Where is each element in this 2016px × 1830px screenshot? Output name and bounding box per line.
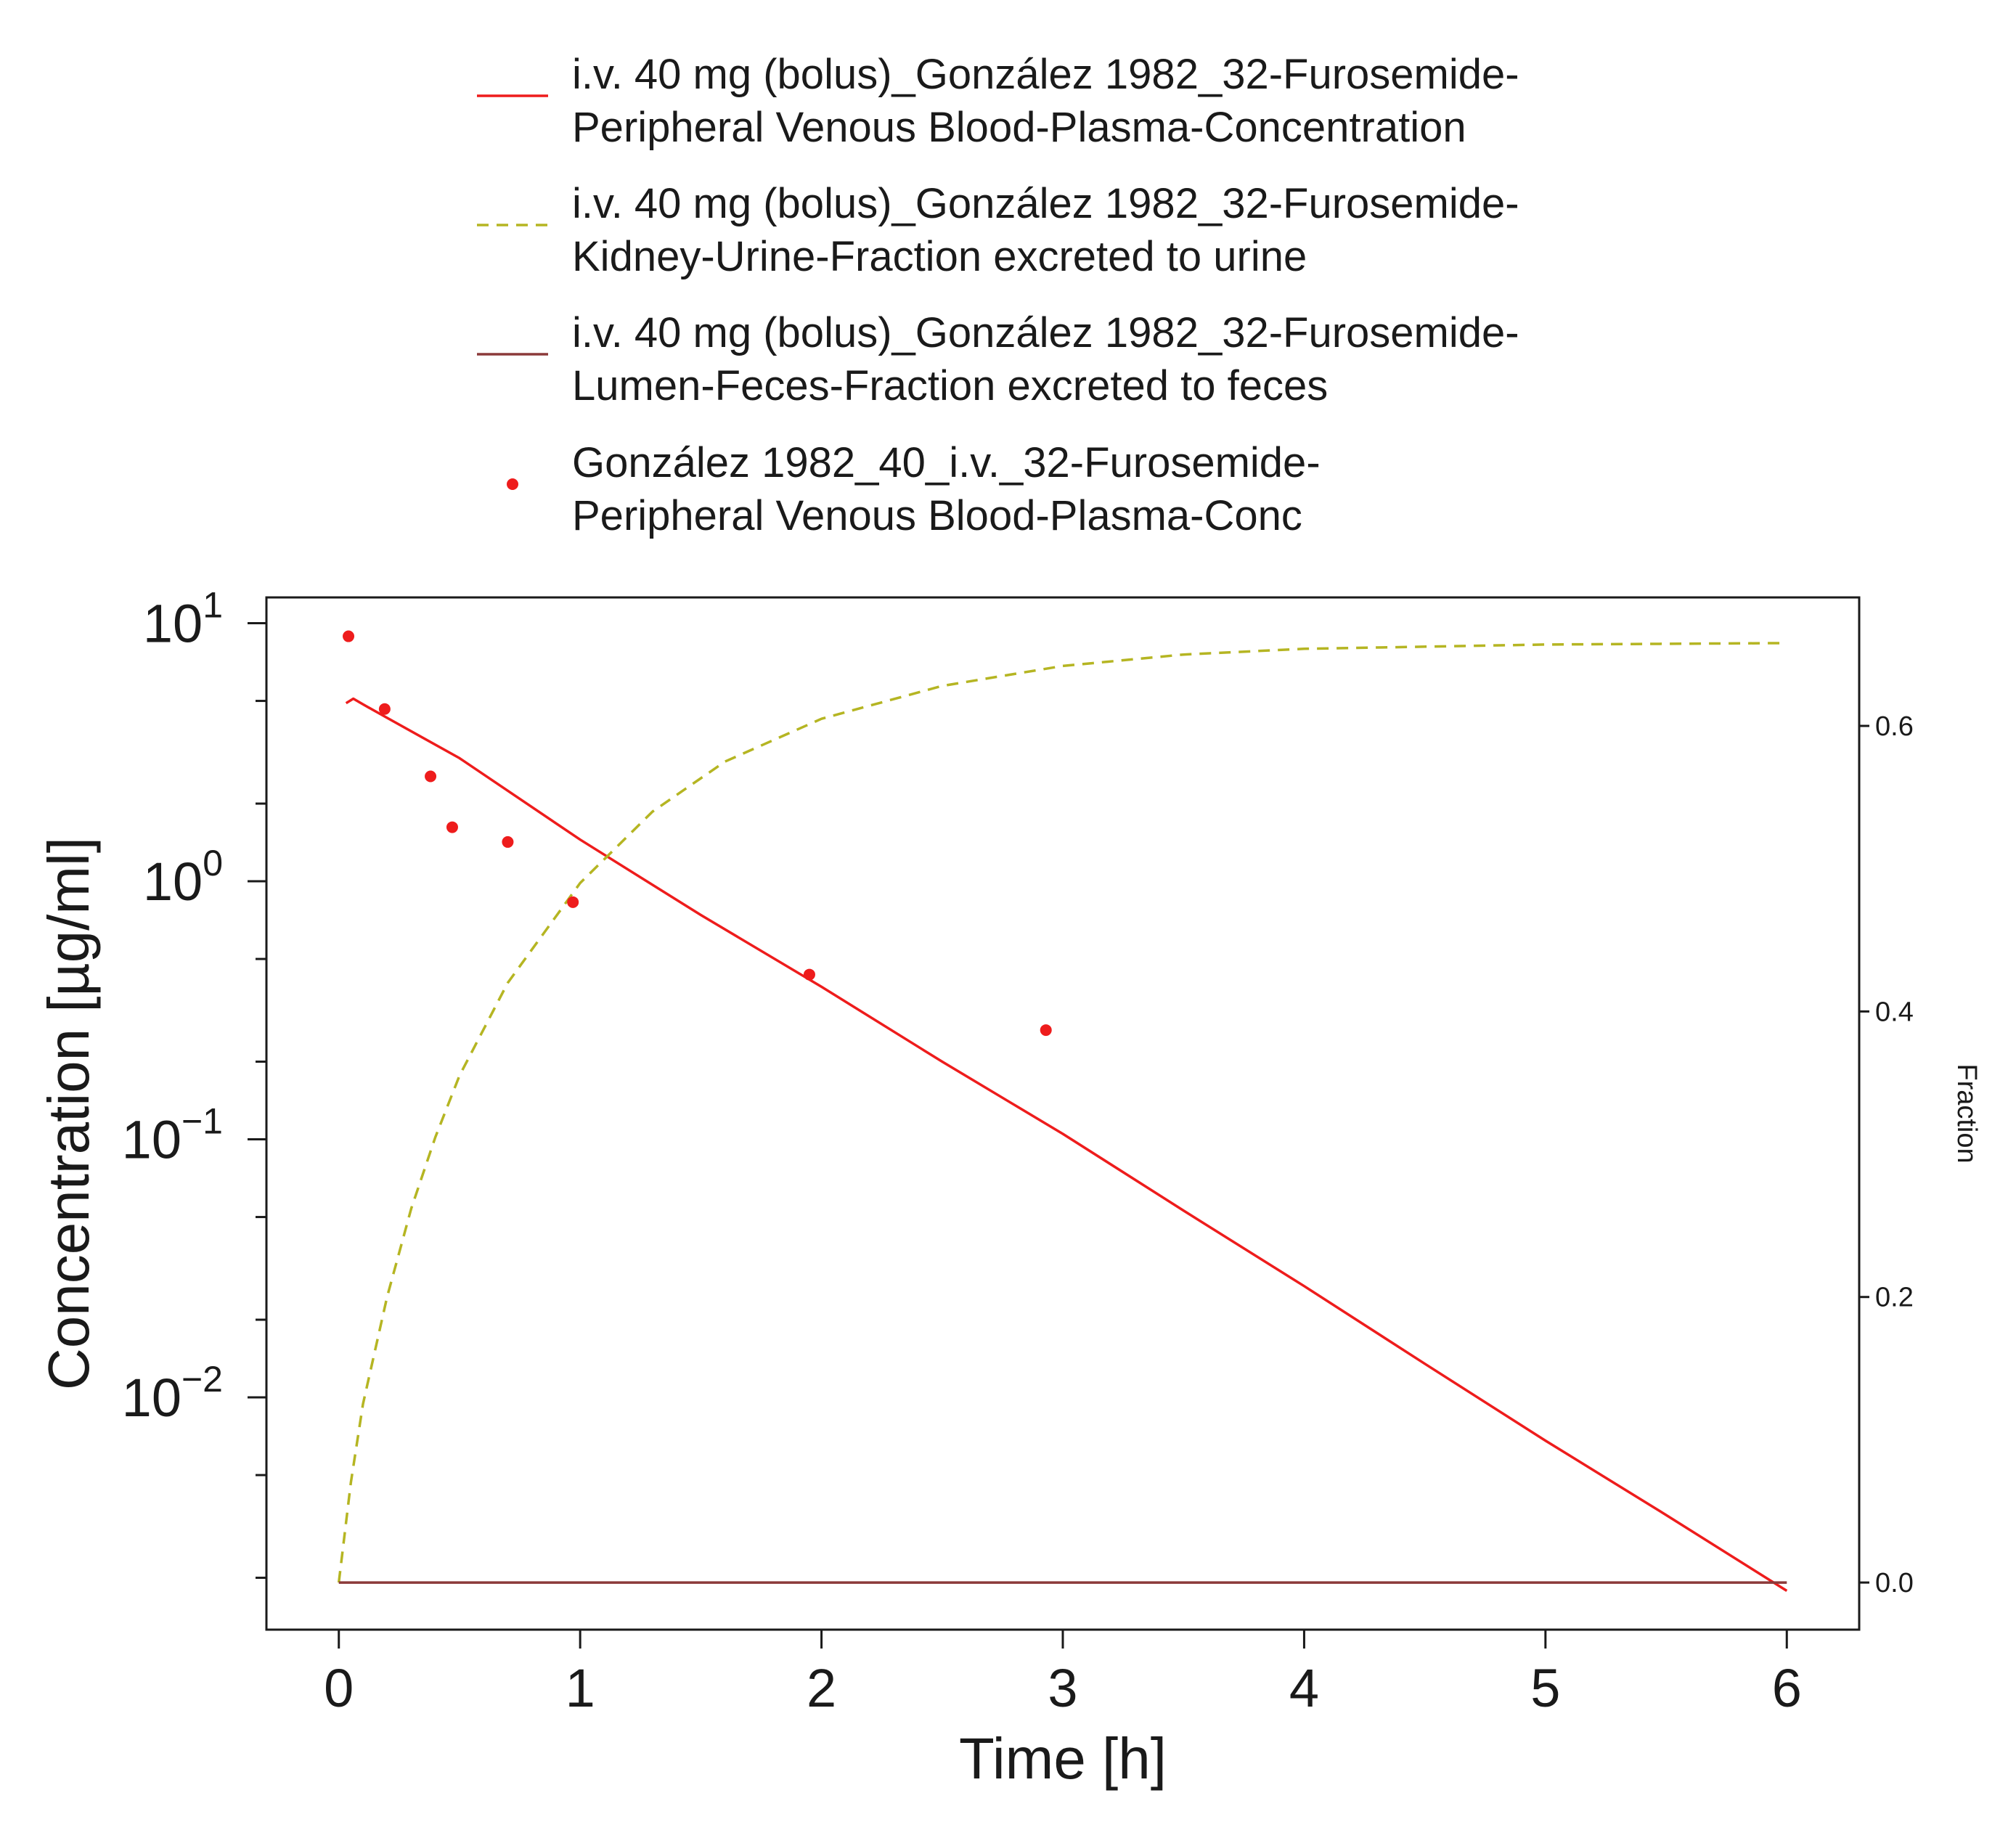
data-point [378, 703, 391, 715]
y-axis-right: 0.0 0.2 0.4 0.6 [1859, 711, 1914, 1598]
legend-entry: i.v. 40 mg (bolus)_González 1982_32-Furo… [477, 51, 1519, 151]
legend: i.v. 40 mg (bolus)_González 1982_32-Furo… [477, 51, 1519, 539]
legend-label: Lumen-Feces-Fraction excreted to feces [572, 362, 1328, 409]
legend-label: Kidney-Urine-Fraction excreted to urine [572, 233, 1307, 280]
x-axis: 0 1 2 3 4 5 6 [324, 1630, 1802, 1718]
legend-entry: i.v. 40 mg (bolus)_González 1982_32-Furo… [477, 309, 1519, 409]
data-point [567, 896, 579, 908]
x-tick-label: 1 [566, 1658, 595, 1718]
series-line-1 [345, 697, 1788, 1592]
y2-tick-label: 0.6 [1875, 711, 1914, 742]
legend-label: Peripheral Venous Blood-Plasma-Conc [572, 492, 1302, 539]
y-axis-title: Concentration [µg/ml] [36, 837, 101, 1390]
legend-marker [507, 478, 518, 490]
y-tick-label: 100 [143, 843, 223, 912]
y2-tick-label: 0.4 [1875, 997, 1914, 1027]
y2-axis-title: Fraction [1951, 1063, 1982, 1163]
legend-label: Peripheral Venous Blood-Plasma-Concentra… [572, 104, 1466, 151]
data-point [502, 836, 514, 848]
data-point [446, 821, 458, 833]
y-axis-left: 101 100 10−1 10−2 [122, 585, 266, 1580]
plot-frame [265, 596, 1861, 1631]
data-point [1040, 1024, 1052, 1037]
y2-tick-label: 0.2 [1875, 1283, 1914, 1313]
x-tick-label: 5 [1530, 1658, 1560, 1718]
y2-tick-label: 0.0 [1875, 1568, 1914, 1598]
series-layer [337, 630, 1788, 1592]
legend-label: i.v. 40 mg (bolus)_González 1982_32-Furo… [572, 309, 1519, 356]
x-axis-title: Time [h] [959, 1726, 1167, 1791]
series-line-2 [337, 642, 1787, 1583]
y-tick-label: 101 [143, 585, 223, 654]
legend-entry: González 1982_40_i.v._32-Furosemide- Peri… [507, 439, 1321, 539]
x-tick-label: 3 [1048, 1658, 1077, 1718]
y-tick-label: 10−1 [122, 1101, 223, 1170]
data-point [803, 968, 815, 981]
data-point [343, 630, 355, 642]
legend-entry: i.v. 40 mg (bolus)_González 1982_32-Furo… [477, 180, 1519, 280]
y-tick-label: 10−2 [122, 1359, 223, 1428]
legend-label: González 1982_40_i.v._32-Furosemide- [572, 439, 1321, 486]
x-tick-label: 4 [1289, 1658, 1319, 1718]
x-tick-label: 2 [807, 1658, 836, 1718]
legend-label: i.v. 40 mg (bolus)_González 1982_32-Furo… [572, 180, 1519, 227]
x-tick-label: 6 [1772, 1658, 1802, 1718]
data-point [425, 770, 437, 783]
legend-label: i.v. 40 mg (bolus)_González 1982_32-Furo… [572, 51, 1519, 98]
x-tick-label: 0 [324, 1658, 354, 1718]
